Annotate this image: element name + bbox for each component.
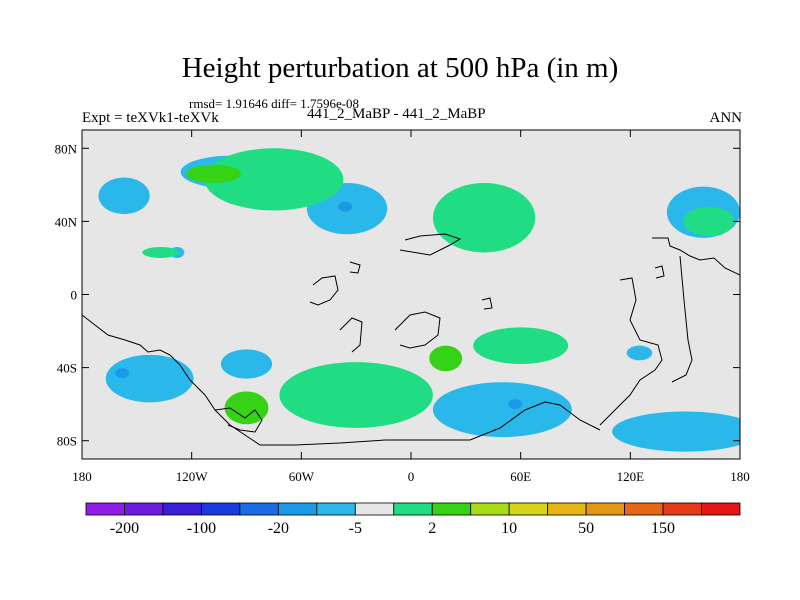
colorbar-swatch xyxy=(316,502,356,516)
x-tick-label: 60E xyxy=(510,469,531,484)
colorbar-swatch xyxy=(431,502,472,516)
colorbar-swatch xyxy=(85,502,125,516)
contour-region xyxy=(279,362,433,428)
left-subtitle: Expt = teXVk1-teXVk xyxy=(82,110,219,126)
coast-africa-north xyxy=(309,275,339,306)
contour-region xyxy=(186,164,242,184)
contour-region xyxy=(432,183,536,253)
contour-region xyxy=(432,382,572,438)
y-tick-label: 0 xyxy=(71,288,78,303)
colorbar-swatch xyxy=(277,502,318,516)
colorbar-label: 150 xyxy=(651,520,675,537)
coast-pacific-east xyxy=(671,255,693,383)
chart-title: Height perturbation at 500 hPa (in m) xyxy=(181,52,619,84)
colorbar-swatch xyxy=(239,502,279,516)
contour-core xyxy=(115,368,130,379)
contour-region xyxy=(626,345,653,361)
colorbar-label: -100 xyxy=(187,520,216,537)
coast-pacific-west xyxy=(82,314,171,356)
x-tick-label: 60W xyxy=(289,469,315,484)
colorbar-label: 10 xyxy=(501,520,517,537)
contour-regions xyxy=(98,148,740,452)
contour-region xyxy=(473,327,569,364)
colorbar-swatch xyxy=(162,502,202,516)
colorbar-swatch xyxy=(508,502,549,516)
contour-core xyxy=(338,201,353,212)
right-subtitle: ANN xyxy=(709,110,743,126)
colorbar-swatch xyxy=(547,502,587,516)
x-tick-label: 0 xyxy=(408,469,415,484)
colorbar-swatch xyxy=(354,502,395,516)
coastlines xyxy=(82,233,740,446)
contour-region xyxy=(683,206,735,237)
colorbar-label: -5 xyxy=(349,520,362,537)
y-tick-label: 40S xyxy=(57,361,77,376)
contour-region xyxy=(98,177,150,215)
colorbar-swatch xyxy=(585,502,625,516)
coast-atlantic-islands xyxy=(481,297,493,310)
x-tick-label: 180 xyxy=(72,469,92,484)
colorbar: -200 -100 -20 -5 2 10 50 150 xyxy=(85,502,741,537)
coast-north-america xyxy=(399,233,462,256)
stats-line: rmsd= 1.91646 diff= 1.7596e-08 xyxy=(189,96,360,111)
colorbar-swatch xyxy=(393,502,433,516)
colorbar-swatch xyxy=(701,502,741,516)
colorbar-swatch xyxy=(624,502,664,516)
colorbar-swatch xyxy=(470,502,510,516)
coast-asia-east xyxy=(599,277,663,426)
coast-south-america xyxy=(394,311,441,349)
contour-region xyxy=(204,148,344,211)
colorbar-swatch xyxy=(124,502,164,516)
coast-antarctic-peninsula xyxy=(214,407,263,433)
coast-islands xyxy=(654,265,665,279)
y-tick-label: 80N xyxy=(55,141,78,156)
contour-region xyxy=(105,354,194,403)
coast-caribbean xyxy=(339,317,363,353)
contour-core xyxy=(508,399,523,410)
contour-region xyxy=(612,411,740,452)
y-tick-label: 40N xyxy=(55,214,78,229)
x-tick-label: 120W xyxy=(176,469,209,484)
colorbar-label: -200 xyxy=(110,520,139,537)
center-subtitle: 441_2_MaBP - 441_2_MaBP xyxy=(307,106,486,122)
coast-asia-north xyxy=(652,237,740,276)
colorbar-swatch xyxy=(201,502,241,516)
colorbar-label: 2 xyxy=(428,520,436,537)
coast-europe xyxy=(349,261,361,274)
colorbar-label: 50 xyxy=(578,520,594,537)
contour-region xyxy=(220,349,273,379)
coast-antarctica xyxy=(169,354,601,446)
axes: 180 120W 60W 0 60E 120E 180 80N 40N 0 40S 80S xyxy=(55,130,750,484)
contour-region xyxy=(142,246,179,258)
colorbar-label: -20 xyxy=(268,520,289,537)
colorbar-swatch xyxy=(662,502,702,516)
contour-region xyxy=(224,391,269,425)
y-tick-label: 80S xyxy=(57,434,77,449)
x-tick-label: 180 xyxy=(730,469,750,484)
x-tick-label: 120E xyxy=(617,469,645,484)
contour-region xyxy=(429,345,463,372)
